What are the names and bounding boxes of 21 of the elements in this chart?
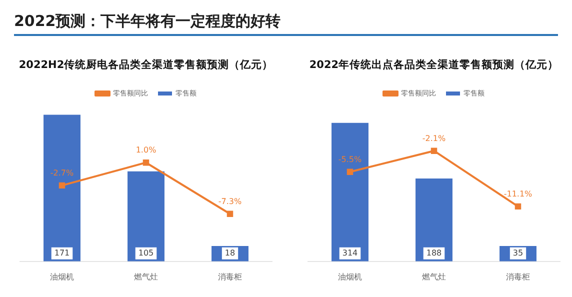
data-label: -11.1% bbox=[504, 190, 533, 199]
x-tick-label: 消毒柜 bbox=[506, 272, 530, 282]
text: 2022预测：下半年将有一定程度的好转 bbox=[14, 8, 558, 36]
x-tick-label: 燃气灶 bbox=[134, 272, 158, 282]
data-label: 18 bbox=[224, 248, 236, 258]
data-label: 314 bbox=[342, 248, 358, 258]
x-tick-label: 燃气灶 bbox=[422, 272, 446, 282]
data-label: -5.5% bbox=[338, 154, 362, 164]
data-label: 1.0% bbox=[136, 146, 157, 155]
chart-title: 2022H2传统厨电各品类全渠道零售额预测（亿元） bbox=[18, 58, 274, 73]
data-label: 171 bbox=[54, 248, 70, 258]
chart-title: 2022年传统出点各品类全渠道零售额预测（亿元） bbox=[308, 58, 560, 73]
x-tick-label: 消毒柜 bbox=[218, 272, 242, 282]
data-label: -2.7% bbox=[50, 168, 74, 178]
data-label: -7.3% bbox=[218, 196, 242, 206]
x-tick-label: 油烟机 bbox=[338, 272, 362, 282]
data-label: 188 bbox=[426, 248, 442, 258]
x-tick-label: 油烟机 bbox=[50, 272, 74, 282]
data-label: 105 bbox=[138, 248, 154, 258]
data-label: 35 bbox=[512, 248, 524, 258]
data-label: -2.1% bbox=[422, 134, 446, 143]
